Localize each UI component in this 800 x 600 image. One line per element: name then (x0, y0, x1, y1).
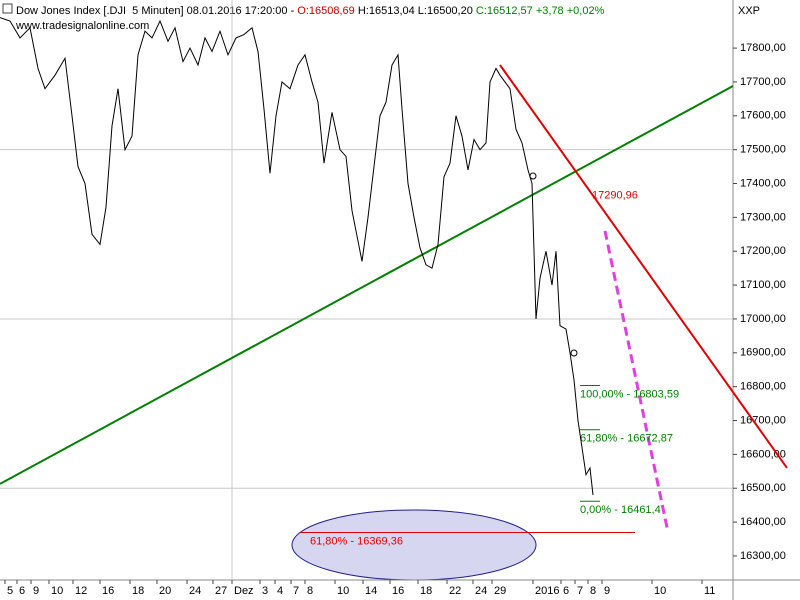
watermark: www.tradesignalonline.com (15, 20, 149, 32)
y-tick-label: 16900,00 (740, 347, 786, 359)
x-tick-label: Dez (234, 585, 254, 597)
x-tick-label: 16 (102, 585, 114, 597)
x-tick-label: 14 (365, 585, 377, 597)
x-tick-label: 3 (262, 585, 268, 597)
x-tick-label: 4 (277, 585, 283, 597)
x-tick-label: 10 (51, 585, 63, 597)
y-tick-label: 16300,00 (740, 550, 786, 562)
axis-caption: XXP (738, 5, 760, 17)
header-part: Dow Jones Index [.DJI 5 Minuten] 08.01.2… (16, 5, 297, 17)
fib-label: 0,00% - 16461,4 (580, 504, 661, 516)
y-tick-label: 16700,00 (740, 414, 786, 426)
y-tick-label: 16400,00 (740, 516, 786, 528)
x-tick-label: 7 (577, 585, 583, 597)
x-tick-label: 22 (449, 585, 461, 597)
y-tick-label: 17600,00 (740, 110, 786, 122)
pivot-marker (529, 172, 537, 180)
x-tick-label: 8 (590, 585, 596, 597)
x-tick-label: 6 (19, 585, 25, 597)
x-tick-label: 7 (293, 585, 299, 597)
x-tick-label: 9 (604, 585, 610, 597)
x-tick-label: 8 (307, 585, 313, 597)
x-tick-label: 27 (215, 585, 227, 597)
trendline (499, 64, 788, 469)
trendline (0, 85, 734, 485)
header-part: H:16513,04 L:16500,20 (355, 5, 476, 17)
x-tick-label: 11 (704, 585, 715, 597)
fib-label: 100,00% - 16803,59 (580, 388, 679, 400)
annotation: 17290,96 (592, 189, 638, 201)
y-tick-label: 17300,00 (740, 211, 786, 223)
x-tick-label: 29 (494, 585, 506, 597)
y-tick-label: 17100,00 (740, 279, 786, 291)
y-tick-label: 17500,00 (740, 144, 786, 156)
x-tick-label: 6 (563, 585, 569, 597)
x-tick-label: 9 (33, 585, 39, 597)
x-tick-label: 18 (420, 585, 432, 597)
x-tick-label: 24 (475, 585, 487, 597)
y-tick-label: 17400,00 (740, 177, 786, 189)
fib-label: 61,80% - 16672,87 (580, 433, 673, 445)
chart-icon (2, 3, 13, 14)
price-line (0, 17, 594, 496)
x-tick-label: 20 (159, 585, 171, 597)
x-tick-label: 5 (7, 585, 13, 597)
trendline (603, 230, 670, 533)
x-tick-label: 16 (392, 585, 404, 597)
x-tick-label: 2016 (535, 585, 559, 597)
y-tick-label: 16500,00 (740, 482, 786, 494)
y-tick-label: 16600,00 (740, 448, 786, 460)
header-part: C:16512,57 +3,78 +0,02% (476, 5, 605, 17)
chart-header: Dow Jones Index [.DJI 5 Minuten] 08.01.2… (16, 5, 605, 17)
pivot-marker (570, 349, 578, 357)
y-tick-label: 17200,00 (740, 245, 786, 257)
x-tick-label: 10 (337, 585, 349, 597)
x-tick-label: 24 (189, 585, 201, 597)
fib-label: 61,80% - 16369,36 (310, 535, 403, 547)
x-tick-label: 12 (75, 585, 87, 597)
x-tick-label: 10 (654, 585, 666, 597)
y-tick-label: 17700,00 (740, 76, 786, 88)
y-tick-label: 17000,00 (740, 313, 786, 325)
y-tick-label: 16800,00 (740, 381, 786, 393)
y-tick-label: 17800,00 (740, 42, 786, 54)
header-part: O:16508,69 (297, 5, 355, 17)
x-tick-label: 18 (132, 585, 144, 597)
